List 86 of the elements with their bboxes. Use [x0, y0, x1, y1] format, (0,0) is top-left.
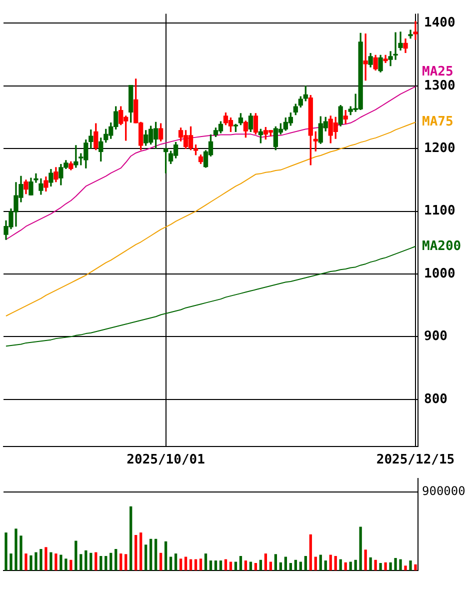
bar [120, 554, 122, 570]
bar [30, 555, 32, 570]
bar [34, 552, 38, 570]
bar [70, 560, 72, 570]
bar [110, 552, 112, 570]
bar [159, 552, 162, 570]
bar [254, 563, 258, 570]
bar [399, 559, 402, 570]
bar [44, 547, 48, 570]
bar [10, 554, 12, 570]
bar [20, 536, 22, 570]
bar [224, 559, 228, 570]
x-tick-label: 2025/12/15 [376, 452, 455, 468]
bar [304, 556, 307, 570]
y-tick-label: 1100 [424, 204, 456, 219]
bar [189, 559, 192, 570]
bar [104, 556, 108, 570]
bar [374, 560, 377, 570]
bar [199, 558, 202, 570]
bar [329, 554, 332, 570]
bar [214, 560, 218, 570]
bar [140, 532, 142, 570]
bar [50, 552, 52, 570]
bar [384, 562, 387, 570]
y-tick-label: 1300 [424, 78, 456, 94]
bar [314, 556, 317, 570]
bar [209, 560, 212, 570]
bar [84, 550, 88, 570]
bar [60, 554, 62, 570]
bar [24, 554, 28, 570]
y-tick-label: 900 [424, 329, 448, 344]
bar [194, 559, 198, 570]
bar [409, 560, 412, 570]
bar [324, 560, 327, 570]
bar [169, 556, 172, 570]
series-label: MA25 [422, 64, 454, 80]
bar [334, 556, 337, 570]
bar [100, 556, 102, 570]
bar [239, 556, 242, 570]
bar [154, 538, 158, 570]
bar [389, 562, 392, 570]
bar [179, 558, 182, 570]
bar [309, 534, 312, 570]
bar [414, 564, 417, 570]
y-tick-label: 800 [424, 392, 448, 407]
bar [149, 538, 152, 570]
bar [4, 532, 8, 570]
bar [379, 563, 382, 570]
bar [74, 540, 78, 570]
bar [219, 560, 222, 570]
bar [204, 554, 208, 570]
bar [244, 560, 248, 570]
bar [264, 554, 268, 570]
x-tick-label: 2025/10/01 [126, 452, 206, 468]
text: 900000 [422, 484, 466, 498]
bar [164, 541, 168, 570]
bar [40, 549, 42, 570]
bar [274, 554, 278, 570]
bar [54, 554, 58, 570]
bar [284, 556, 287, 570]
bar [80, 554, 82, 570]
bar [64, 558, 68, 570]
bar [144, 544, 148, 570]
y-tick-label: 1000 [424, 266, 456, 282]
bar [94, 552, 98, 570]
bar [369, 557, 372, 570]
bar [404, 566, 407, 570]
y-tick-label: 1400 [424, 16, 456, 31]
bar [184, 556, 188, 570]
y-tick-label: 1200 [424, 140, 456, 156]
bar [130, 506, 132, 570]
series-label: MA75 [422, 114, 454, 130]
bar [289, 563, 292, 570]
bar [114, 549, 118, 570]
bar [319, 554, 322, 570]
bar [364, 550, 367, 570]
bar [90, 552, 92, 570]
bar [124, 554, 128, 570]
bar [359, 526, 362, 570]
series-label: MA200 [422, 238, 462, 254]
bar [174, 554, 178, 570]
bar [14, 528, 18, 570]
bar [339, 559, 342, 570]
bar [134, 535, 138, 570]
bar [354, 560, 357, 570]
bar [394, 558, 397, 570]
